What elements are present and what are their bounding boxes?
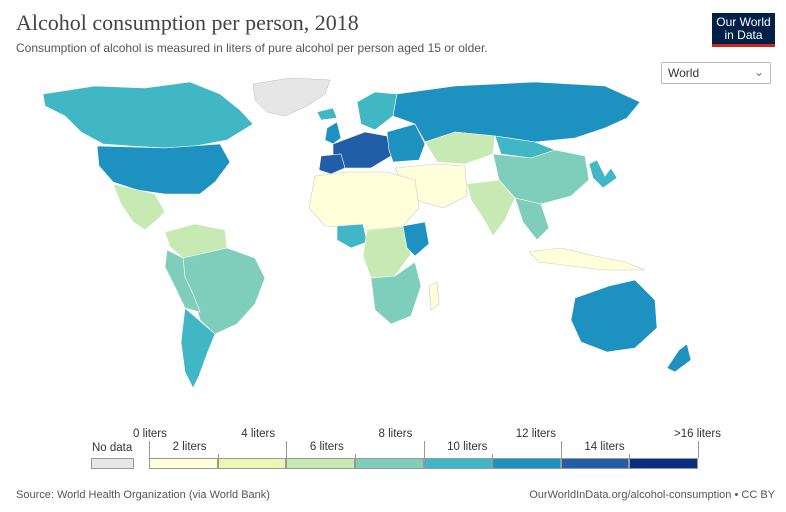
country-greenland[interactable] [252, 77, 331, 117]
country-mexico[interactable] [112, 183, 166, 231]
chart-subtitle: Consumption of alcohol is measured in li… [16, 41, 488, 55]
source-link[interactable]: OurWorldInData.org/alcohol-consumption •… [529, 489, 775, 501]
legend-no-data-label: No data [92, 442, 133, 454]
logo-line-2: in Data [724, 28, 763, 42]
legend-swatch-1 [217, 458, 287, 469]
legend-swatch-6 [560, 458, 630, 469]
country-russia[interactable] [392, 81, 641, 143]
legend-bin-label-4: 8 liters [378, 428, 413, 440]
legend-bin-label-5: 10 liters [447, 441, 488, 453]
country-peru-bolivia[interactable] [164, 249, 201, 313]
source-note: Source: World Health Organization (via W… [16, 489, 270, 501]
legend-swatch-2 [286, 458, 355, 469]
country-uk-ireland[interactable] [324, 121, 342, 145]
legend-swatch-4 [423, 458, 493, 469]
legend-swatch-5 [492, 458, 561, 469]
chevron-down-icon: ⌄ [753, 65, 764, 79]
country-east-africa[interactable] [402, 221, 430, 257]
country-scandinavia[interactable] [356, 91, 398, 131]
country-madagascar[interactable] [428, 281, 440, 311]
region-select[interactable]: World ⌄ [661, 62, 771, 84]
logo-accent-bar [712, 44, 775, 47]
legend-tick-6 [560, 441, 562, 458]
country-new-zealand[interactable] [666, 343, 692, 373]
country-nigeria[interactable] [336, 223, 368, 249]
country-canada[interactable] [42, 81, 254, 149]
country-southern-africa[interactable] [370, 261, 422, 325]
country-australia[interactable] [570, 279, 658, 353]
legend-bin-label-7: 14 liters [584, 441, 625, 453]
legend-swatch-3 [354, 458, 424, 469]
legend-end-label: >16 liters [674, 428, 721, 440]
country-southeast-asia[interactable] [514, 197, 550, 241]
legend-bin-label-3: 6 liters [309, 441, 344, 453]
legend-swatch-7 [629, 458, 698, 469]
chart-title: Alcohol consumption per person, 2018 [16, 10, 359, 35]
legend-tick-0 [149, 441, 150, 458]
legend-swatch-0 [149, 458, 218, 469]
legend-bin-label-2: 4 liters [241, 428, 276, 440]
country-iceland[interactable] [316, 107, 338, 121]
legend-no-data-swatch [91, 458, 134, 469]
country-indonesia[interactable] [528, 247, 646, 271]
country-usa[interactable] [96, 143, 231, 195]
country-korea-japan[interactable] [588, 159, 618, 189]
country-iberia[interactable] [318, 153, 346, 175]
logo-line-1: Our World [716, 15, 771, 29]
legend-tick-3 [354, 454, 356, 458]
country-north-africa[interactable] [308, 171, 420, 231]
owid-logo[interactable]: Our World in Data [712, 13, 775, 47]
legend-bin-label-0: 0 liters [133, 428, 167, 440]
legend-tick-2 [286, 441, 288, 458]
legend-tick-5 [492, 454, 494, 458]
legend-tick-1 [217, 454, 219, 458]
country-argentina-chile[interactable] [180, 307, 216, 389]
legend-tick-7 [629, 454, 631, 458]
legend-tick-end [698, 441, 699, 458]
country-india[interactable] [466, 179, 516, 237]
legend-bin-label-6: 12 liters [515, 428, 557, 440]
region-select-value: World [668, 66, 700, 80]
legend-bin-label-1: 2 liters [172, 441, 207, 453]
legend-tick-4 [423, 441, 425, 458]
world-map[interactable] [15, 72, 715, 392]
